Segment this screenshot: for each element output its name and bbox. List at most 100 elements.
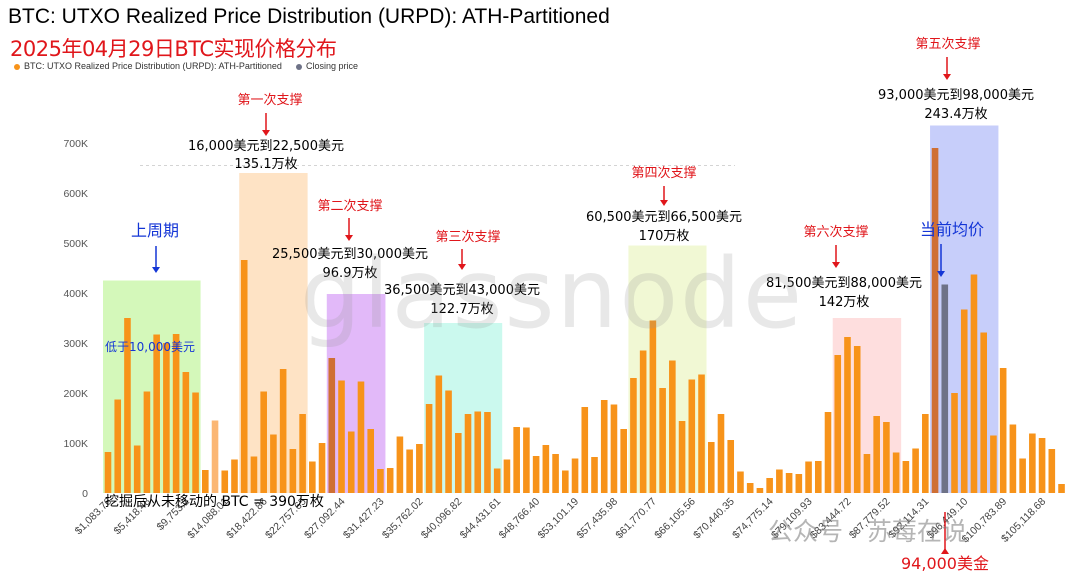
zone-range-support-1: 16,000美元到22,500美元 bbox=[188, 139, 344, 154]
y-tick-label: 500K bbox=[63, 238, 88, 250]
data-bar bbox=[970, 274, 978, 493]
data-bar bbox=[133, 445, 141, 493]
data-bar bbox=[104, 452, 112, 493]
data-bar bbox=[153, 334, 160, 493]
data-bar bbox=[386, 468, 394, 493]
data-bar bbox=[396, 436, 404, 493]
data-bar bbox=[863, 454, 871, 493]
data-bar bbox=[357, 381, 365, 493]
x-tick-label: $35,762.02 bbox=[380, 496, 426, 542]
arrow-head bbox=[660, 200, 668, 206]
legend-item-closing-price[interactable]: Closing price bbox=[296, 61, 358, 71]
data-bar bbox=[279, 369, 287, 493]
data-bar bbox=[853, 346, 861, 493]
data-bar bbox=[746, 483, 754, 493]
data-bar bbox=[581, 407, 589, 493]
x-tick-label: $61,770.77 bbox=[613, 496, 659, 542]
data-bar bbox=[182, 372, 190, 493]
data-bar bbox=[571, 458, 579, 493]
data-bar bbox=[406, 449, 413, 493]
data-bar bbox=[805, 461, 812, 493]
data-bar bbox=[610, 404, 618, 493]
footer-note: 挖掘后从未移动的 BTC = 390万枚 bbox=[105, 494, 324, 510]
y-tick-label: 200K bbox=[63, 388, 88, 400]
data-bar bbox=[902, 461, 910, 493]
data-bar bbox=[1038, 438, 1046, 493]
arrow-head bbox=[345, 235, 353, 241]
data-bar bbox=[941, 284, 949, 493]
data-bar bbox=[659, 388, 666, 493]
x-tick-label: $31,427.23 bbox=[341, 496, 387, 542]
zone-range-support-3: 36,500美元到43,000美元 bbox=[384, 283, 540, 298]
data-bar bbox=[591, 457, 598, 493]
zone-range-previous-cycle: 低于10,000美元 bbox=[105, 340, 195, 354]
data-bar bbox=[1019, 458, 1026, 493]
y-tick-label: 100K bbox=[63, 438, 88, 450]
data-bar bbox=[785, 473, 793, 493]
data-bar bbox=[1048, 449, 1056, 493]
data-bar bbox=[552, 454, 559, 493]
data-bar bbox=[814, 461, 822, 493]
data-bar bbox=[620, 429, 627, 493]
arrow-down-icon bbox=[660, 186, 668, 206]
data-bar bbox=[347, 431, 355, 493]
data-bar bbox=[999, 368, 1007, 493]
zone-label-support-2: 第二次支撑 bbox=[317, 198, 382, 214]
x-tick-label: $66,105.56 bbox=[652, 496, 698, 542]
zone-amount-support-2: 96.9万枚 bbox=[323, 266, 378, 281]
data-bar bbox=[960, 309, 968, 493]
zone-range-support-4: 60,500美元到66,500美元 bbox=[586, 210, 742, 225]
data-bar bbox=[737, 471, 744, 493]
y-tick-label: 400K bbox=[63, 288, 88, 300]
support-zone-band bbox=[326, 294, 386, 493]
data-bar bbox=[844, 337, 851, 493]
y-tick-label: 300K bbox=[63, 338, 88, 350]
data-bar bbox=[260, 391, 267, 493]
zone-label-support-4: 第四次支撑 bbox=[631, 165, 696, 181]
data-bar bbox=[211, 420, 219, 493]
data-bar bbox=[669, 360, 676, 493]
page-subtitle: 2025年04月29日BTC实现价格分布 bbox=[10, 37, 337, 61]
current-avg-label: 当前均价 bbox=[920, 220, 984, 239]
data-bar bbox=[795, 474, 803, 493]
data-bar bbox=[377, 469, 384, 493]
arrow-head bbox=[458, 264, 466, 270]
zone-amount-support-3: 122.7万枚 bbox=[430, 302, 493, 317]
data-bar bbox=[951, 393, 958, 493]
data-bar bbox=[454, 433, 462, 493]
arrow-down-icon bbox=[943, 57, 951, 80]
data-bar bbox=[912, 448, 919, 493]
data-bar bbox=[416, 444, 423, 493]
arrow-up-icon bbox=[941, 512, 949, 554]
x-tick-label: $48,766.40 bbox=[497, 496, 543, 542]
data-bar bbox=[922, 414, 929, 493]
zone-range-support-2: 25,500美元到30,000美元 bbox=[272, 247, 428, 262]
data-bar bbox=[766, 478, 773, 493]
data-bar bbox=[873, 416, 880, 493]
data-bar bbox=[562, 470, 569, 493]
data-bar bbox=[931, 148, 939, 493]
y-tick-label: 600K bbox=[63, 188, 88, 200]
data-bar bbox=[727, 440, 735, 493]
data-bar bbox=[542, 445, 550, 493]
data-bar bbox=[990, 435, 997, 493]
data-bar bbox=[649, 320, 657, 493]
arrow-head bbox=[152, 267, 160, 273]
data-bar bbox=[124, 318, 131, 493]
wechat-watermark: 公众号 · 苏莓在说 bbox=[768, 517, 967, 546]
arrow-head bbox=[832, 262, 840, 268]
zone-amount-support-4: 170万枚 bbox=[639, 229, 690, 244]
zone-range-support-5: 93,000美元到98,000美元 bbox=[878, 88, 1034, 103]
data-bar bbox=[445, 390, 452, 493]
arrow-down-icon bbox=[832, 245, 840, 268]
data-bar bbox=[250, 456, 258, 493]
legend-item-urpd[interactable]: BTC: UTXO Realized Price Distribution (U… bbox=[14, 61, 282, 71]
legend-dot-icon bbox=[14, 63, 20, 70]
data-bar bbox=[474, 411, 482, 493]
x-tick-label: $53,101.19 bbox=[536, 496, 582, 542]
arrow-head bbox=[943, 74, 951, 80]
glassnode-watermark: glassnode bbox=[300, 238, 805, 350]
data-bar bbox=[756, 488, 764, 493]
data-bar bbox=[231, 459, 238, 493]
data-bar bbox=[698, 374, 705, 493]
